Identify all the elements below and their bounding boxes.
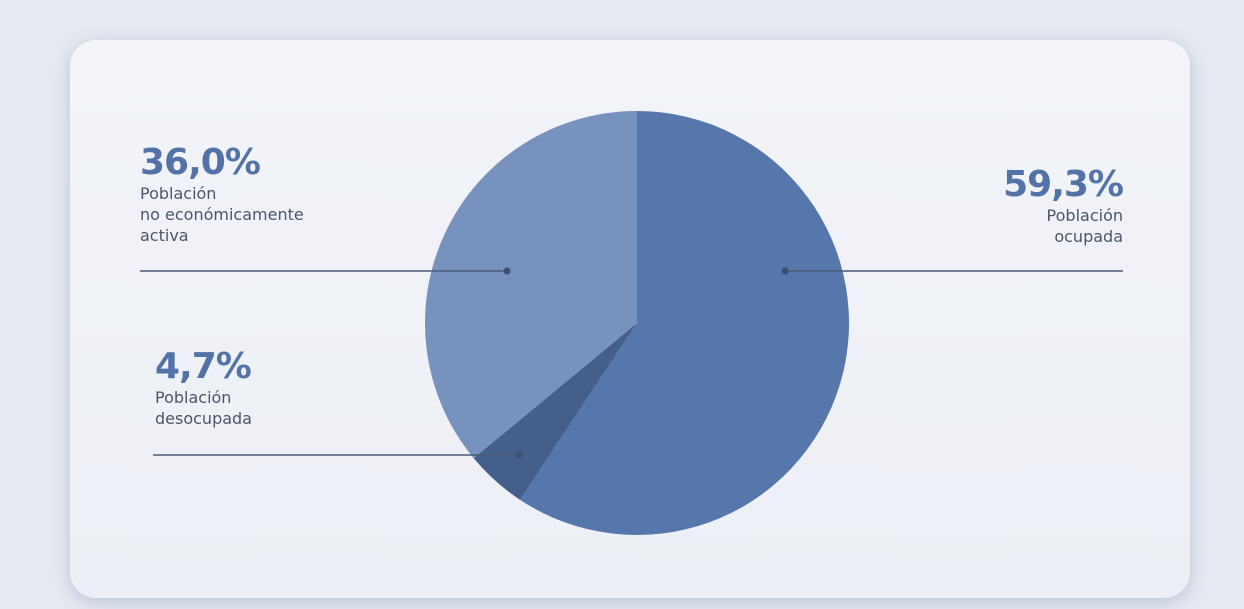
pie-slice: [425, 111, 637, 459]
slice-label: 36,0% Población no económicamente activa: [140, 143, 304, 246]
pie-slice: [520, 111, 849, 535]
category-label: Población ocupada: [1046, 206, 1123, 246]
category-label: Población no económicamente activa: [140, 184, 304, 245]
value-label: 4,7%: [155, 346, 252, 387]
leader-dot: [515, 451, 523, 459]
leader-dot: [503, 267, 511, 275]
value-label: 59,3%: [1003, 164, 1124, 205]
slice-label: 59,3% Población ocupada: [1003, 164, 1124, 247]
category-label: Población desocupada: [155, 388, 252, 428]
leader-dot: [781, 267, 789, 275]
value-label: 36,0%: [140, 142, 261, 183]
slice-label: 4,7% Población desocupada: [155, 347, 252, 429]
